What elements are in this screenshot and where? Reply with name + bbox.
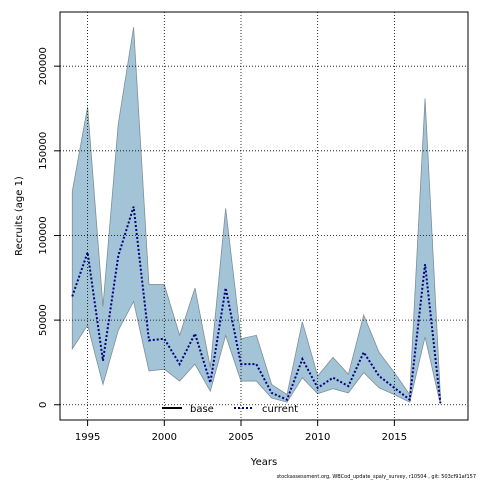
y-tick-label: 100000 xyxy=(38,216,49,254)
y-axis: 0 50000 100000 150000 200000 xyxy=(38,47,60,408)
confidence-band-layer xyxy=(71,27,441,405)
x-tick-label: 2005 xyxy=(228,432,253,443)
y-tick-label: 200000 xyxy=(38,47,49,85)
legend-current-label: current xyxy=(262,404,298,415)
x-tick-label: 2000 xyxy=(152,432,177,443)
x-tick-label: 2010 xyxy=(305,432,330,443)
y-tick-label: 0 xyxy=(38,402,49,408)
x-axis: 1995 2000 2005 2010 2015 xyxy=(75,420,407,443)
y-tick-label: 50000 xyxy=(38,304,49,336)
plot-frame xyxy=(59,11,469,421)
footer-provenance: stockassessment.org, WBCod_update_spaly_… xyxy=(277,474,476,480)
x-tick-label: 1995 xyxy=(75,432,100,443)
grid-layer xyxy=(60,12,468,420)
series-line-current xyxy=(71,206,442,404)
x-axis-title: Years xyxy=(250,457,277,468)
x-tick-label: 2015 xyxy=(382,432,407,443)
confidence-band xyxy=(71,27,441,405)
y-axis-title: Recruits (age 1) xyxy=(14,176,25,256)
series-layer xyxy=(71,206,442,404)
legend: base current xyxy=(162,404,298,415)
y-tick-label: 150000 xyxy=(38,132,49,170)
legend-base-label: base xyxy=(190,404,214,415)
